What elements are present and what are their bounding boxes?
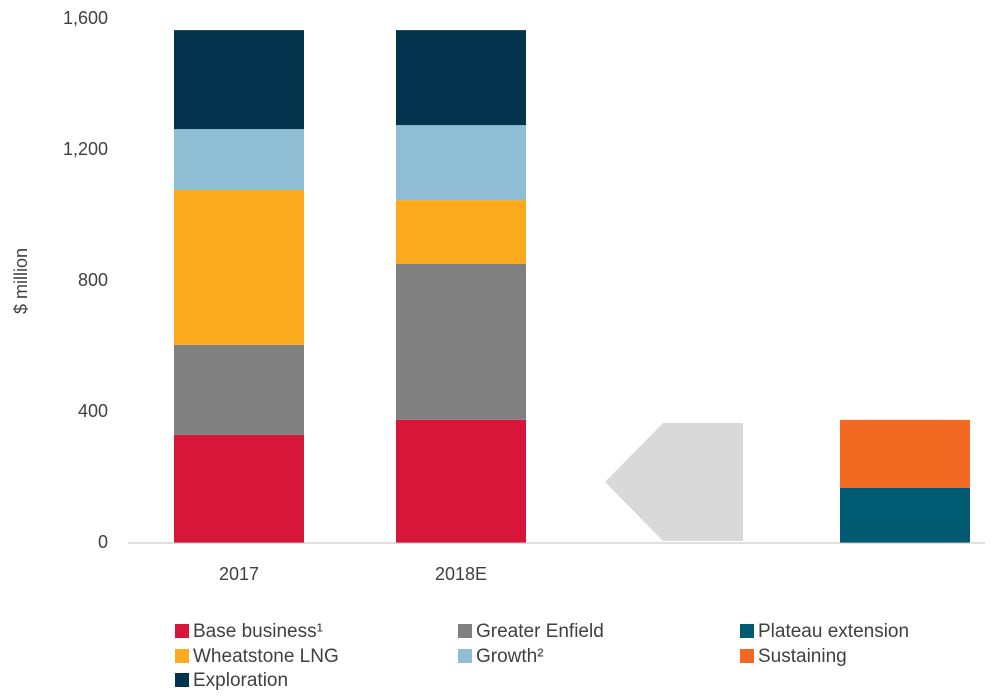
y-axis-label: $ million [11,248,31,314]
legend-label: Exploration [193,670,288,691]
legend-label: Wheatstone LNG [193,646,339,667]
arrow-shape [605,423,743,541]
bar-segment [396,30,526,126]
legend-swatch [175,649,189,663]
legend-label: Growth² [476,646,544,667]
legend-swatch [458,649,472,663]
legend-swatch [175,624,189,638]
bar-segment [174,189,304,345]
bar-segment [174,344,304,435]
legend-swatch [740,649,754,663]
bar-segment [174,30,304,130]
y-tick-label: 0 [98,532,108,552]
y-tick-label: 800 [78,270,108,290]
bar-segment [396,125,526,201]
bar-segment [396,200,526,264]
legend-swatch [175,673,189,687]
bar-segment [840,487,970,543]
legend-label: Greater Enfield [476,621,604,642]
y-tick-label: 1,600 [63,8,108,28]
legend-swatch [458,624,472,638]
y-tick-label: 1,200 [63,139,108,159]
bar-segment [396,263,526,420]
legend-label: Base business¹ [193,621,323,642]
bar-segment [174,129,304,190]
bar-segment [396,419,526,543]
x-tick-label: 2018E [435,564,487,584]
legend-label: Sustaining [758,646,847,667]
legend-label: Plateau extension [758,621,909,642]
x-tick-label: 2017 [219,564,259,584]
bar-segment [840,419,970,488]
legend-swatch [740,624,754,638]
bar-segment [174,434,304,543]
y-tick-label: 400 [78,401,108,421]
